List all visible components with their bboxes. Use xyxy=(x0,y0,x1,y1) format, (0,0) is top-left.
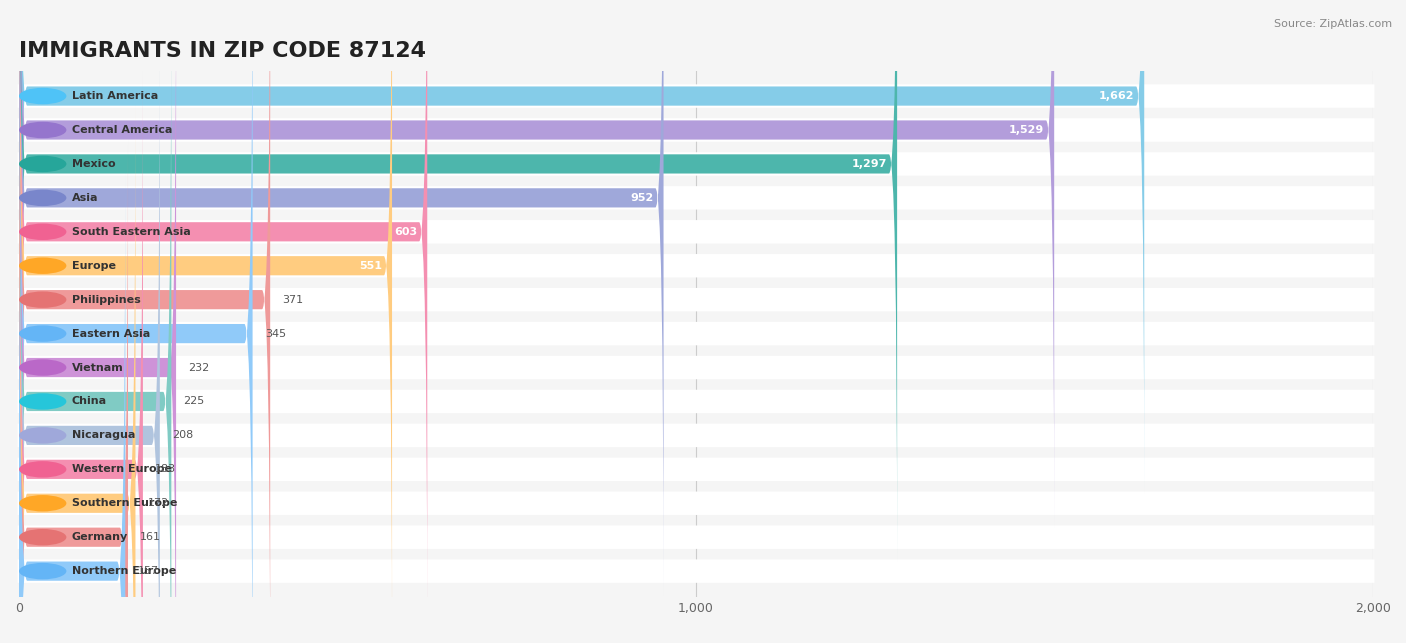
FancyBboxPatch shape xyxy=(18,220,1375,244)
Text: 952: 952 xyxy=(630,193,654,203)
Text: 183: 183 xyxy=(155,464,176,475)
Text: 208: 208 xyxy=(172,430,193,440)
Ellipse shape xyxy=(20,291,66,308)
Text: Nicaragua: Nicaragua xyxy=(72,430,135,440)
FancyBboxPatch shape xyxy=(20,0,427,629)
Ellipse shape xyxy=(20,88,66,104)
FancyBboxPatch shape xyxy=(18,390,1375,413)
Text: Germany: Germany xyxy=(72,532,128,542)
FancyBboxPatch shape xyxy=(18,525,1375,549)
Text: Western Europe: Western Europe xyxy=(72,464,172,475)
FancyBboxPatch shape xyxy=(20,0,253,643)
FancyBboxPatch shape xyxy=(18,152,1375,176)
FancyBboxPatch shape xyxy=(20,4,172,643)
FancyBboxPatch shape xyxy=(18,322,1375,345)
Ellipse shape xyxy=(20,156,66,172)
Text: 157: 157 xyxy=(138,566,159,576)
Text: Philippines: Philippines xyxy=(72,294,141,305)
FancyBboxPatch shape xyxy=(20,0,270,643)
Ellipse shape xyxy=(20,529,66,545)
Text: Asia: Asia xyxy=(72,193,98,203)
Text: Southern Europe: Southern Europe xyxy=(72,498,177,508)
FancyBboxPatch shape xyxy=(18,491,1375,515)
Ellipse shape xyxy=(20,563,66,579)
FancyBboxPatch shape xyxy=(20,105,135,643)
FancyBboxPatch shape xyxy=(20,0,176,643)
Text: Europe: Europe xyxy=(72,260,115,271)
Text: Vietnam: Vietnam xyxy=(72,363,124,372)
Ellipse shape xyxy=(20,122,66,138)
FancyBboxPatch shape xyxy=(18,186,1375,210)
Text: 172: 172 xyxy=(148,498,169,508)
FancyBboxPatch shape xyxy=(20,0,1144,494)
Text: 1,529: 1,529 xyxy=(1008,125,1045,135)
FancyBboxPatch shape xyxy=(20,174,125,643)
Text: China: China xyxy=(72,397,107,406)
FancyBboxPatch shape xyxy=(18,424,1375,447)
FancyBboxPatch shape xyxy=(20,72,143,643)
Ellipse shape xyxy=(20,427,66,444)
Text: 161: 161 xyxy=(141,532,162,542)
Text: Eastern Asia: Eastern Asia xyxy=(72,329,150,339)
Text: Mexico: Mexico xyxy=(72,159,115,169)
FancyBboxPatch shape xyxy=(20,0,664,595)
Ellipse shape xyxy=(20,461,66,478)
FancyBboxPatch shape xyxy=(18,118,1375,141)
Text: Source: ZipAtlas.com: Source: ZipAtlas.com xyxy=(1274,19,1392,30)
Text: 603: 603 xyxy=(394,227,418,237)
FancyBboxPatch shape xyxy=(20,0,392,643)
Ellipse shape xyxy=(20,224,66,240)
Text: 551: 551 xyxy=(359,260,382,271)
FancyBboxPatch shape xyxy=(18,458,1375,481)
FancyBboxPatch shape xyxy=(18,356,1375,379)
FancyBboxPatch shape xyxy=(20,0,897,561)
FancyBboxPatch shape xyxy=(18,288,1375,311)
FancyBboxPatch shape xyxy=(18,84,1375,108)
Ellipse shape xyxy=(20,190,66,206)
Ellipse shape xyxy=(20,325,66,342)
Text: IMMIGRANTS IN ZIP CODE 87124: IMMIGRANTS IN ZIP CODE 87124 xyxy=(20,41,426,60)
FancyBboxPatch shape xyxy=(20,0,1054,528)
Text: 232: 232 xyxy=(188,363,209,372)
Text: 1,662: 1,662 xyxy=(1098,91,1135,101)
Text: Central America: Central America xyxy=(72,125,172,135)
FancyBboxPatch shape xyxy=(20,38,160,643)
FancyBboxPatch shape xyxy=(18,559,1375,583)
Text: 371: 371 xyxy=(283,294,304,305)
Ellipse shape xyxy=(20,359,66,376)
Text: 1,297: 1,297 xyxy=(852,159,887,169)
Text: Latin America: Latin America xyxy=(72,91,157,101)
Ellipse shape xyxy=(20,495,66,511)
Text: South Eastern Asia: South Eastern Asia xyxy=(72,227,191,237)
Ellipse shape xyxy=(20,257,66,274)
Text: 225: 225 xyxy=(184,397,205,406)
FancyBboxPatch shape xyxy=(20,140,128,643)
Text: 345: 345 xyxy=(264,329,285,339)
Ellipse shape xyxy=(20,394,66,410)
Text: Northern Europe: Northern Europe xyxy=(72,566,176,576)
FancyBboxPatch shape xyxy=(18,254,1375,277)
